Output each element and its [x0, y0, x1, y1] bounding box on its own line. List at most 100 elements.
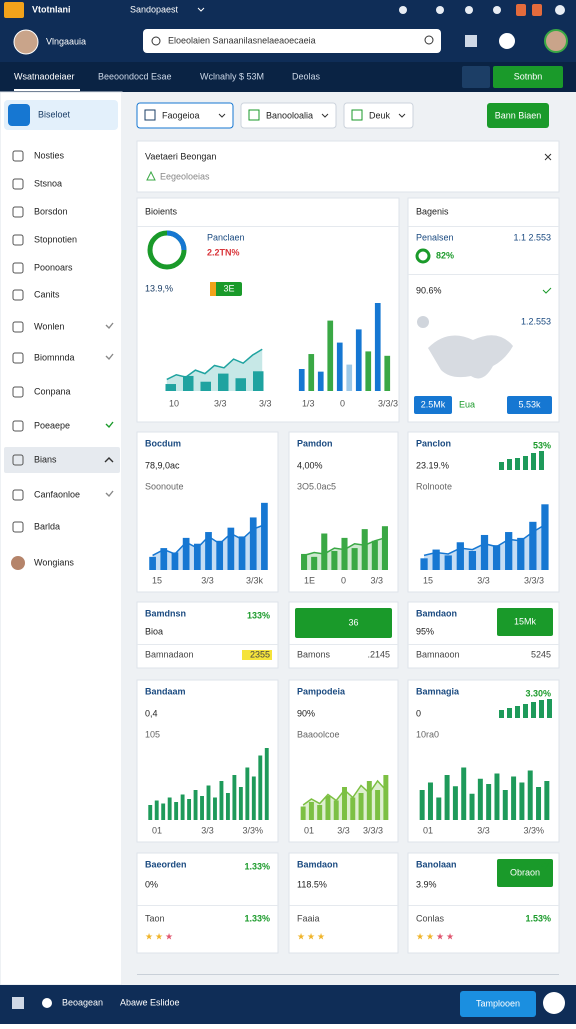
button-label: Tamplooen: [476, 998, 520, 1008]
sidebar-item[interactable]: Stsnoa: [34, 178, 62, 188]
button-label: 2.5Mk: [421, 399, 446, 409]
bottom-button[interactable]: [460, 991, 536, 1017]
sidebar-item[interactable]: Poeaepe: [34, 420, 70, 430]
value: 0,4: [145, 708, 158, 718]
workspace[interactable]: Sandopaest: [130, 4, 179, 14]
card-title: Pampodeia: [297, 686, 346, 696]
close[interactable]: [544, 153, 552, 161]
card-button[interactable]: [295, 608, 392, 638]
icon[interactable]: [532, 4, 542, 16]
tag: 53%: [533, 440, 551, 450]
icon[interactable]: [399, 6, 407, 14]
filter-icon: [248, 109, 260, 121]
chevron: [105, 490, 114, 498]
card-title: Pamdon: [297, 438, 333, 448]
icon[interactable]: [465, 6, 473, 14]
icon-button[interactable]: [462, 66, 490, 88]
x-tick-label: 15: [152, 575, 162, 585]
divider: [289, 905, 398, 906]
icon[interactable]: [436, 6, 444, 14]
sidebar-active[interactable]: [4, 100, 118, 130]
bar: [366, 781, 372, 820]
label: Panclaen: [207, 232, 245, 242]
nav-button[interactable]: [493, 66, 563, 88]
card-button[interactable]: [497, 608, 553, 636]
nav-tab[interactable]: Beeoondocd Esae: [98, 71, 172, 81]
area: [166, 349, 263, 391]
icon[interactable]: [516, 4, 526, 16]
primary-button[interactable]: [487, 103, 549, 128]
grid-icon[interactable]: [465, 35, 477, 47]
sidebar-item[interactable]: Nosties: [34, 150, 65, 160]
sidebar-item[interactable]: Canfaonloe: [34, 489, 80, 499]
bar: [165, 384, 176, 391]
mini-bar: [547, 699, 552, 718]
filter-dropdown[interactable]: [240, 102, 337, 129]
bar: [519, 782, 525, 820]
avatar: [11, 556, 25, 570]
bar: [469, 793, 475, 820]
chevron: [398, 113, 406, 118]
sub: 10ra0: [416, 729, 439, 739]
sidebar-item[interactable]: Wonlen: [34, 321, 64, 331]
bar: [346, 364, 353, 391]
nav-tab[interactable]: Wclnahly $ 53M: [200, 71, 264, 81]
grid-icon[interactable]: [12, 997, 24, 1009]
nav-tab[interactable]: Wsatnaodeiaer: [14, 71, 75, 81]
value: 23.19.%: [416, 460, 449, 470]
icon[interactable]: [42, 998, 52, 1008]
filter-dropdown[interactable]: [343, 102, 414, 129]
sidebar-icon: [12, 234, 24, 246]
label: Penalsen: [416, 232, 454, 242]
sidebar-icon: [12, 352, 24, 364]
icon[interactable]: [543, 992, 565, 1014]
bar: [301, 553, 308, 570]
sidebar-item[interactable]: Stopnotien: [34, 234, 77, 244]
bar: [200, 381, 211, 391]
icon[interactable]: [555, 5, 565, 15]
bar: [341, 537, 348, 570]
avatar[interactable]: [544, 29, 568, 53]
bar: [529, 521, 537, 570]
card-title: Bamdaon: [297, 859, 338, 869]
sidebar-item[interactable]: Biomnnda: [34, 352, 75, 362]
sidebar-item[interactable]: Barlda: [34, 521, 60, 531]
sidebar-item[interactable]: Canits: [34, 289, 60, 299]
tag: 133%: [247, 610, 270, 620]
sidebar-item[interactable]: Bians: [34, 454, 57, 464]
sidebar-item[interactable]: Wongians: [34, 557, 74, 567]
icon[interactable]: [499, 33, 515, 49]
filter-dropdown[interactable]: [136, 102, 234, 129]
x-tick-label: 3/3k: [246, 575, 264, 585]
bar: [517, 537, 525, 570]
sidebar-item[interactable]: Borsdon: [34, 206, 68, 216]
divider: [408, 274, 559, 275]
footer-label: Bamons: [297, 649, 331, 659]
bar: [161, 803, 166, 820]
map-button[interactable]: [507, 396, 552, 414]
sidebar-item[interactable]: Conpana: [34, 386, 71, 396]
search-box[interactable]: [143, 29, 441, 53]
avatar: [13, 29, 39, 55]
card-title: Panclon: [416, 438, 451, 448]
bar: [225, 793, 230, 820]
icon[interactable]: [493, 6, 501, 14]
star: ★: [307, 931, 315, 941]
sidebar-active-icon: [8, 104, 30, 126]
x-tick-label: 01: [152, 825, 162, 835]
bar: [160, 548, 168, 570]
x-tick-label: 1/3: [302, 398, 315, 408]
nav-tab[interactable]: Deolas: [292, 71, 321, 81]
card-button[interactable]: [497, 859, 553, 887]
sidebar-item[interactable]: Poonoars: [34, 262, 73, 272]
value: 0: [416, 708, 421, 718]
sidebar-icon: [12, 178, 24, 190]
badge-edge: [210, 282, 216, 296]
x-tick-label: 10: [169, 398, 179, 408]
value: 13.9,%: [145, 283, 173, 293]
x-tick-label: 3/3%: [242, 825, 263, 835]
bar: [444, 775, 450, 820]
mini-bar: [515, 706, 520, 718]
map-button[interactable]: [414, 396, 452, 414]
